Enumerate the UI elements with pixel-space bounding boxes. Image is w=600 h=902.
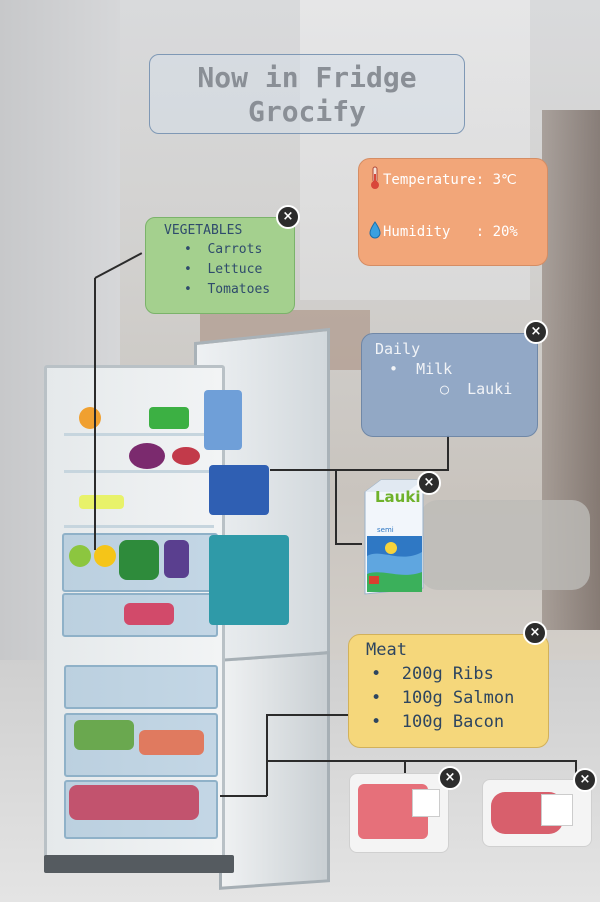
greens-image — [149, 407, 189, 429]
grapes-image — [129, 443, 165, 469]
juice-image — [79, 407, 101, 429]
fridge-image — [44, 327, 330, 890]
temperature-row: Temperature: 3℃ — [369, 166, 517, 194]
connector-line — [266, 714, 268, 796]
close-ground-meat-button[interactable]: × — [438, 766, 462, 790]
berries-image — [172, 447, 200, 465]
connector-line — [335, 470, 337, 544]
meat-heading: Meat — [366, 640, 407, 660]
connector-line — [220, 795, 267, 797]
cabbage-image — [164, 540, 189, 578]
connector-line — [94, 278, 96, 550]
fridge-bottom-door — [219, 651, 330, 890]
daily-heading: Daily — [375, 340, 421, 358]
close-daily-button[interactable]: × — [524, 320, 548, 344]
list-item: • Milk — [389, 360, 453, 378]
fridge-shelf — [64, 470, 214, 473]
frozen-meat-image — [69, 785, 199, 820]
list-item: • 100g Bacon — [371, 712, 505, 732]
door-cans-image — [209, 465, 269, 515]
fridge-base — [44, 855, 234, 873]
connector-line — [447, 435, 449, 470]
frozen-food-image — [139, 730, 204, 755]
close-meat-button[interactable]: × — [523, 621, 547, 645]
page-title-box: Now in Fridge Grocify — [149, 54, 465, 134]
steak-tray-image — [482, 779, 592, 847]
list-item: • Carrots — [184, 242, 263, 257]
ground-meat-tray-image — [349, 773, 449, 853]
close-milk-button[interactable]: × — [417, 471, 441, 495]
frozen-veg-image — [74, 720, 134, 750]
eggs-image — [79, 495, 124, 509]
close-steak-button[interactable]: × — [573, 768, 597, 792]
list-item: • Lettuce — [184, 262, 263, 277]
milk-brand-label: Lauki — [375, 488, 421, 506]
meat-pack-image — [124, 603, 174, 625]
list-item: • 100g Salmon — [371, 688, 515, 708]
milk-variant-label: semi — [377, 526, 394, 534]
peppers-image — [94, 545, 116, 567]
background-sofa — [420, 500, 590, 590]
daily-panel: Daily • Milk ○ Lauki — [361, 333, 538, 437]
apples-image — [69, 545, 91, 567]
connector-line — [270, 469, 449, 471]
vegetables-heading: VEGETABLES — [164, 223, 243, 238]
freezer-drawer — [64, 665, 218, 709]
page-title: Now in Fridge — [197, 61, 417, 94]
vegetables-panel: VEGETABLES • Carrots • Lettuce • Tomatoe… — [145, 217, 295, 314]
humidity-row: Humidity : 20% — [369, 221, 518, 243]
connector-line — [575, 760, 577, 780]
app-name: Grocify — [247, 95, 366, 128]
list-item: • 200g Ribs — [371, 664, 494, 684]
connector-line — [266, 760, 576, 762]
connector-line — [404, 760, 406, 774]
door-drinks-image — [209, 535, 289, 625]
temperature-label: Temperature: 3℃ — [383, 172, 517, 188]
thermometer-icon — [369, 166, 381, 194]
door-bottles-image — [204, 390, 242, 450]
environment-panel: Temperature: 3℃ Humidity : 20% — [358, 158, 548, 266]
list-subitem: ○ Lauki — [440, 380, 513, 398]
water-drop-icon — [369, 221, 381, 243]
milk-carton-image: Lauki semi — [361, 478, 427, 598]
meat-panel: Meat • 200g Ribs • 100g Salmon • 100g Ba… — [348, 634, 549, 748]
humidity-label: Humidity : 20% — [383, 224, 518, 240]
fridge-shelf — [64, 433, 214, 436]
connector-line — [335, 543, 362, 545]
fridge-shelf — [64, 525, 214, 528]
connector-line — [267, 714, 349, 716]
close-vegetables-button[interactable]: × — [276, 205, 300, 229]
list-item: • Tomatoes — [184, 282, 271, 297]
lettuce-image — [119, 540, 159, 580]
